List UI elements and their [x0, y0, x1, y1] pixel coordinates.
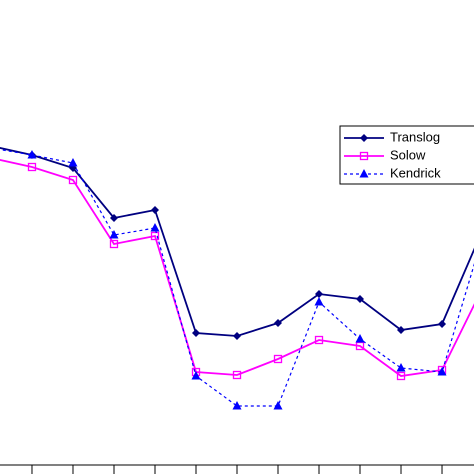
marker	[191, 371, 201, 380]
legend-label: Kendrick	[390, 165, 441, 180]
marker	[274, 319, 283, 327]
marker	[273, 401, 283, 410]
marker	[233, 332, 241, 340]
marker	[150, 223, 160, 232]
marker	[315, 290, 324, 298]
legend: Translog Solow Kendrick	[339, 125, 474, 185]
legend-marker	[359, 169, 369, 178]
legend-marker	[360, 134, 368, 142]
marker	[68, 175, 78, 185]
marker	[355, 334, 365, 343]
marker	[68, 158, 78, 167]
marker	[314, 297, 324, 306]
marker	[109, 214, 118, 222]
marker	[150, 231, 160, 241]
legend-label: Translog	[390, 129, 440, 144]
plot-area	[0, 147, 474, 410]
marker	[396, 371, 406, 381]
marker	[27, 162, 37, 172]
marker	[273, 354, 283, 364]
legend-label: Solow	[390, 147, 426, 162]
marker	[437, 367, 447, 376]
marker	[27, 150, 37, 159]
marker	[109, 230, 119, 239]
marker	[314, 335, 324, 345]
marker	[232, 370, 242, 380]
marker	[397, 326, 406, 334]
marker	[232, 401, 242, 410]
marker	[191, 329, 200, 337]
legend-marker	[359, 151, 369, 161]
marker	[356, 295, 365, 303]
marker	[396, 363, 406, 372]
series-line	[0, 159, 474, 377]
marker	[150, 206, 159, 214]
marker	[438, 320, 447, 328]
marker	[109, 239, 119, 249]
